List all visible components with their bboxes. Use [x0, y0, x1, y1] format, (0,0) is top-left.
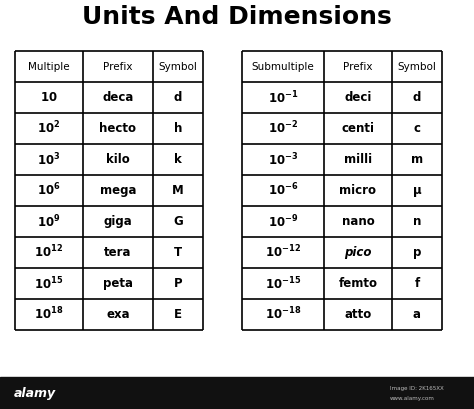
Text: $\mathbf{10^{18}}$: $\mathbf{10^{18}}$	[34, 306, 64, 323]
Text: $\mathbf{10^{-6}}$: $\mathbf{10^{-6}}$	[268, 182, 298, 199]
Text: $\mathbf{10^3}$: $\mathbf{10^3}$	[37, 151, 61, 168]
Text: www.alamy.com: www.alamy.com	[390, 396, 435, 401]
Text: Units And Dimensions: Units And Dimensions	[82, 5, 392, 29]
Text: $\mathbf{10^{12}}$: $\mathbf{10^{12}}$	[35, 244, 64, 261]
Text: μ: μ	[413, 184, 421, 197]
Text: $\mathbf{10^6}$: $\mathbf{10^6}$	[37, 182, 61, 199]
Text: Prefix: Prefix	[343, 61, 373, 72]
Text: Prefix: Prefix	[103, 61, 133, 72]
Text: $\mathbf{10^9}$: $\mathbf{10^9}$	[37, 213, 61, 230]
Text: E: E	[174, 308, 182, 321]
Text: atto: atto	[345, 308, 372, 321]
Text: Multiple: Multiple	[28, 61, 70, 72]
Text: giga: giga	[104, 215, 132, 228]
Text: h: h	[174, 122, 182, 135]
Text: $\mathbf{10^2}$: $\mathbf{10^2}$	[37, 120, 61, 137]
Text: $\mathbf{10^{-2}}$: $\mathbf{10^{-2}}$	[268, 120, 298, 137]
Text: micro: micro	[339, 184, 376, 197]
Text: peta: peta	[103, 277, 133, 290]
Text: M: M	[172, 184, 184, 197]
Text: T: T	[174, 246, 182, 259]
Text: d: d	[174, 91, 182, 104]
Text: P: P	[173, 277, 182, 290]
Text: hecto: hecto	[100, 122, 137, 135]
Text: pico: pico	[344, 246, 372, 259]
Text: $\mathbf{10^{-1}}$: $\mathbf{10^{-1}}$	[268, 89, 298, 106]
Text: tera: tera	[104, 246, 132, 259]
Text: Submultiple: Submultiple	[252, 61, 314, 72]
Text: Symbol: Symbol	[398, 61, 437, 72]
Bar	[0, 377, 474, 409]
Text: deca: deca	[102, 91, 134, 104]
Text: nano: nano	[342, 215, 374, 228]
Text: alamy: alamy	[14, 387, 56, 400]
Text: f: f	[414, 277, 419, 290]
Text: c: c	[413, 122, 420, 135]
Text: G: G	[173, 215, 183, 228]
Text: centi: centi	[341, 122, 374, 135]
Text: $\mathbf{10^{-12}}$: $\mathbf{10^{-12}}$	[265, 244, 301, 261]
Text: $\mathbf{10^{-3}}$: $\mathbf{10^{-3}}$	[268, 151, 298, 168]
Text: p: p	[413, 246, 421, 259]
Text: mega: mega	[100, 184, 136, 197]
Text: k: k	[174, 153, 182, 166]
Text: d: d	[413, 91, 421, 104]
Text: $\mathbf{10}$: $\mathbf{10}$	[40, 91, 58, 104]
Text: $\mathbf{10^{-15}}$: $\mathbf{10^{-15}}$	[265, 275, 301, 292]
Text: deci: deci	[344, 91, 372, 104]
Text: femto: femto	[338, 277, 377, 290]
Text: kilo: kilo	[106, 153, 130, 166]
Text: Image ID: 2K165XX: Image ID: 2K165XX	[390, 386, 444, 391]
Text: $\mathbf{10^{-18}}$: $\mathbf{10^{-18}}$	[265, 306, 301, 323]
Text: exa: exa	[106, 308, 130, 321]
Text: milli: milli	[344, 153, 372, 166]
Text: n: n	[413, 215, 421, 228]
Text: $\mathbf{10^{-9}}$: $\mathbf{10^{-9}}$	[268, 213, 298, 230]
Text: a: a	[413, 308, 421, 321]
Text: m: m	[411, 153, 423, 166]
Text: Symbol: Symbol	[159, 61, 198, 72]
Text: $\mathbf{10^{15}}$: $\mathbf{10^{15}}$	[34, 275, 64, 292]
